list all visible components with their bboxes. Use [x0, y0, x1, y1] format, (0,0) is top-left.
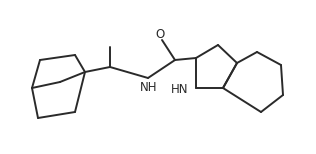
Text: HN: HN: [171, 83, 188, 95]
Text: NH: NH: [140, 81, 158, 94]
Text: O: O: [155, 28, 165, 41]
